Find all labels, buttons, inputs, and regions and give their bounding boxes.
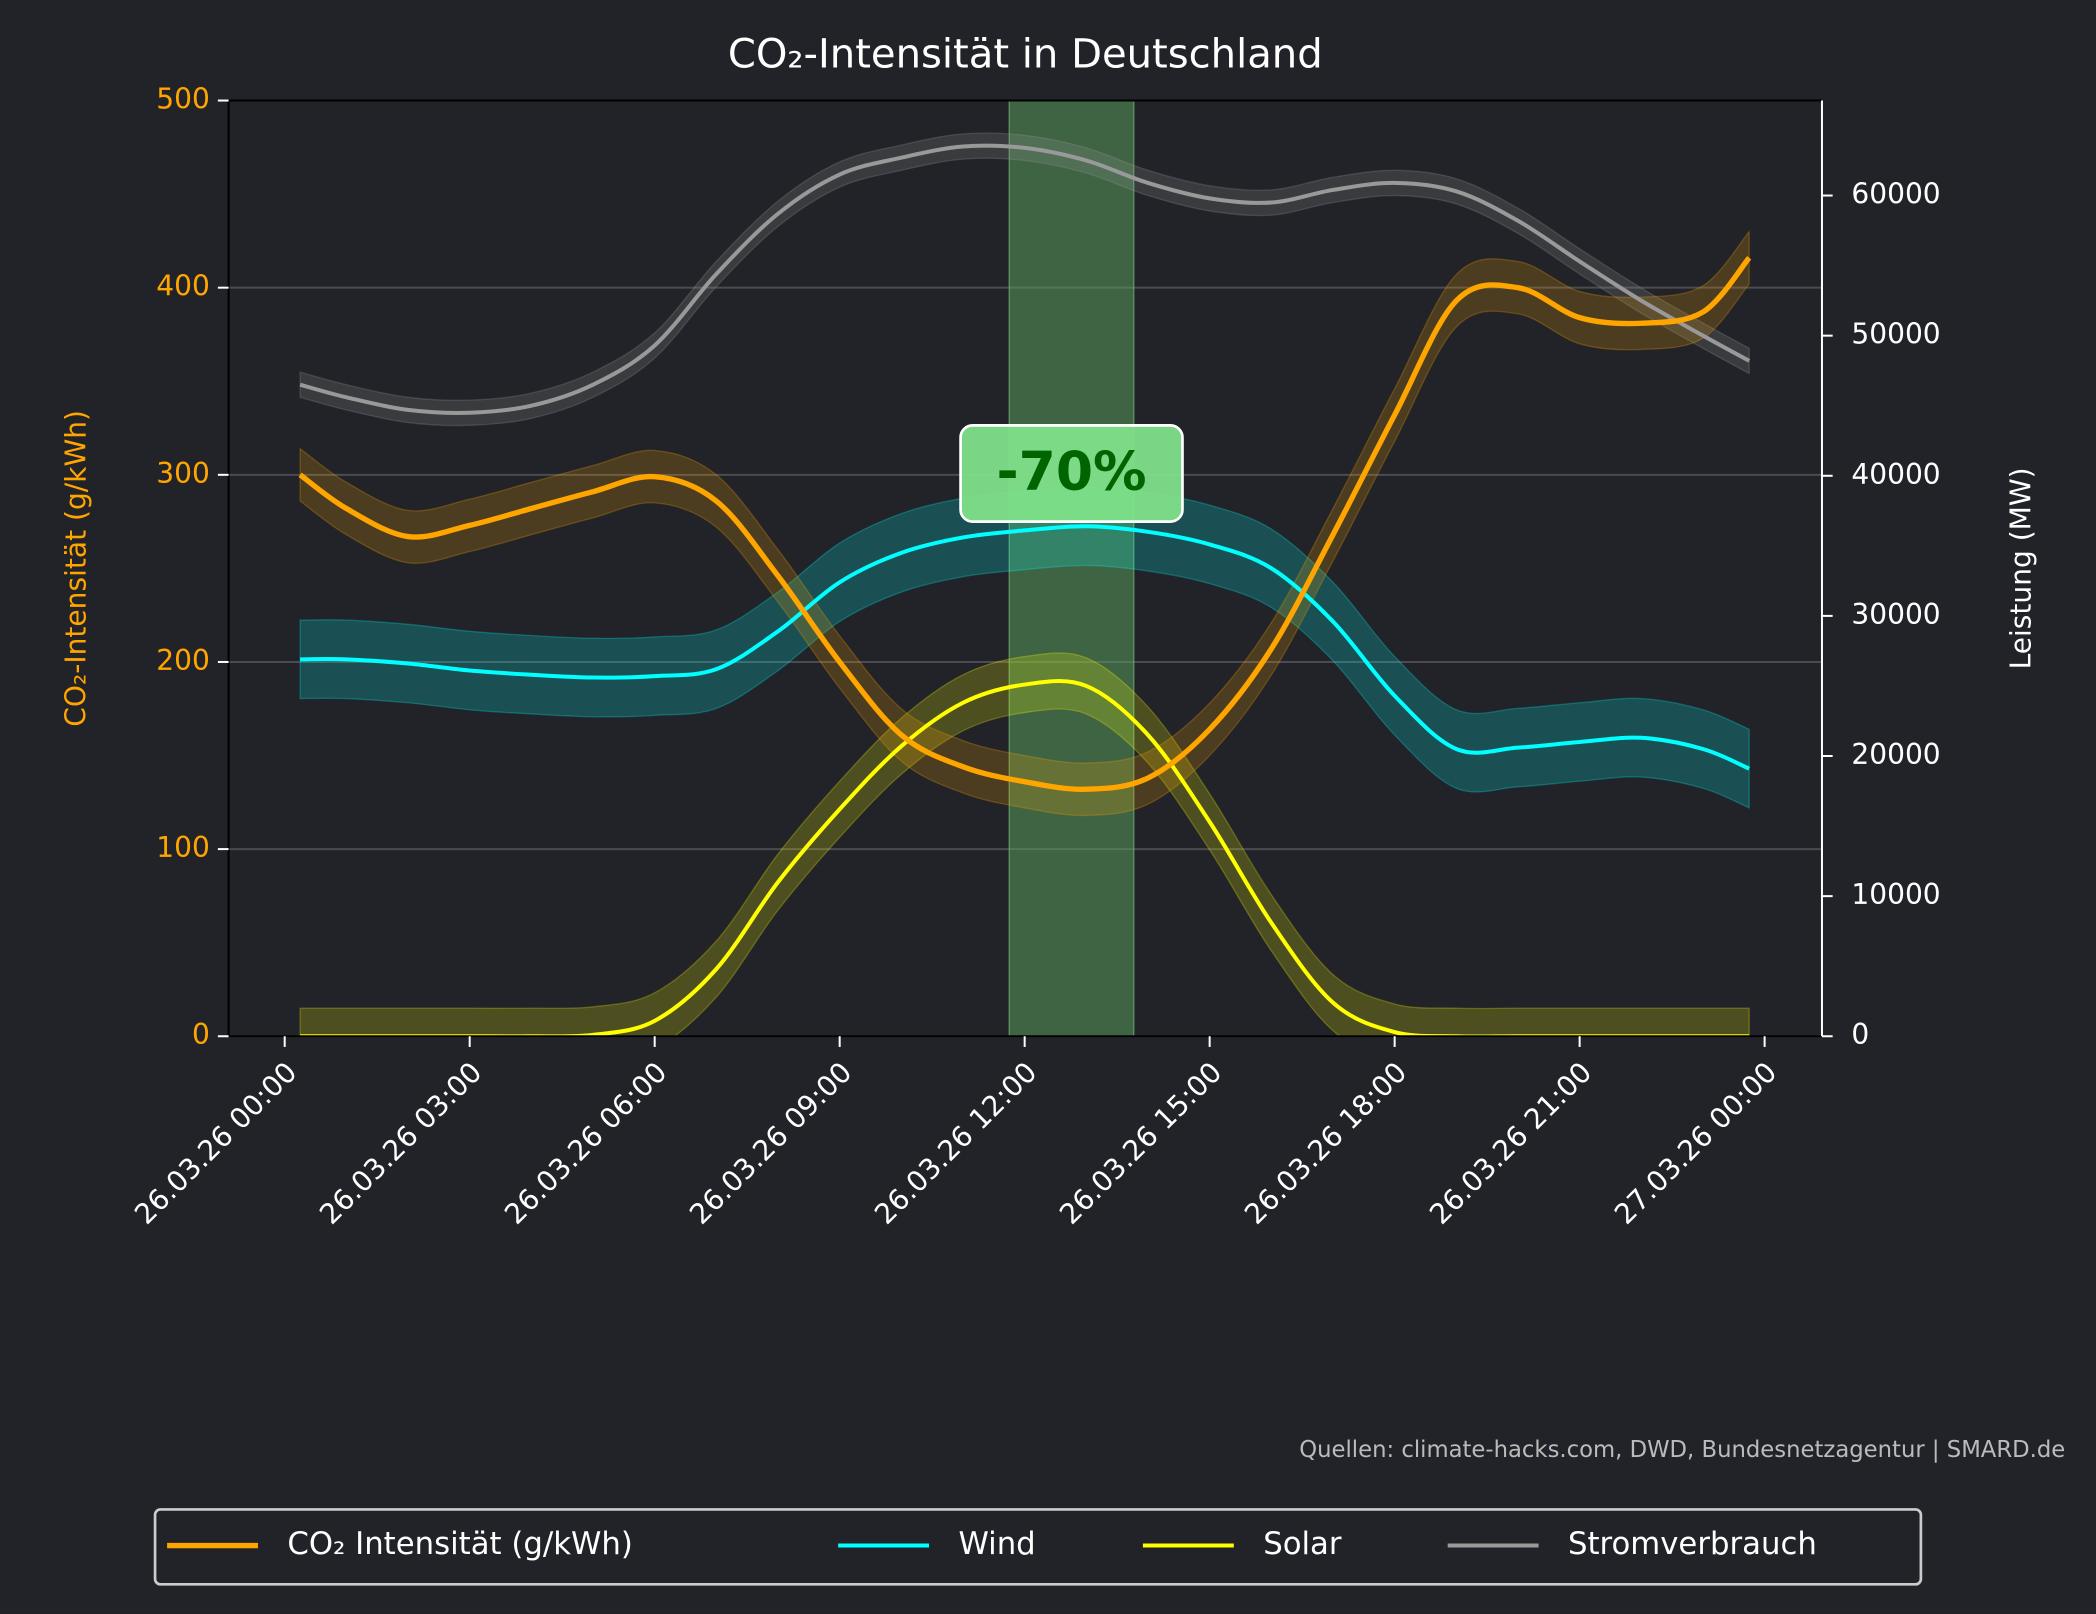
legend-label: Stromverbrauch	[1568, 1526, 1817, 1562]
uncertainty-band	[299, 652, 1750, 1037]
y-tick-label: 0	[192, 1018, 210, 1051]
series-line	[300, 679, 1750, 1037]
series-line	[299, 143, 1751, 415]
uncertainty-band	[299, 132, 1750, 427]
legend-label: CO₂ Intensität (g/kWh)	[287, 1526, 633, 1562]
annotation-box	[959, 424, 1184, 523]
y2-tick-label: 40000	[1851, 458, 1940, 491]
legend-label: Solar	[1263, 1526, 1342, 1562]
legend-box	[153, 1508, 1923, 1586]
y-tick-label: 400	[156, 270, 210, 303]
y2-tick-label: 50000	[1851, 318, 1940, 351]
y-tick-label: 500	[156, 83, 210, 116]
source-note: Quellen: climate-hacks.com, DWD, Bundesn…	[1299, 1437, 2065, 1463]
highlight-span	[1008, 99, 1135, 1037]
y2-tick-label: 30000	[1851, 598, 1940, 631]
series-line	[300, 524, 1751, 771]
chart-title: CO₂-Intensität in Deutschland	[728, 31, 1323, 77]
y-tick-label: 300	[156, 457, 210, 490]
plot-area	[298, 132, 1752, 1037]
y2-axis-label: Leistung (MW)	[2004, 467, 2037, 669]
annotation-text: -70%	[996, 439, 1146, 502]
y2-tick-label: 10000	[1851, 878, 1940, 911]
y2-tick-label: 60000	[1851, 178, 1940, 211]
legend-label: Wind	[958, 1526, 1035, 1562]
y2-tick-label: 0	[1851, 1018, 1869, 1051]
y-tick-label: 100	[156, 831, 210, 864]
y-axis-label: CO₂-Intensität (g/kWh)	[60, 410, 93, 727]
uncertainty-band	[299, 486, 1750, 809]
y2-tick-label: 20000	[1851, 738, 1940, 771]
y-tick-label: 200	[156, 644, 210, 677]
series-line	[298, 256, 1752, 792]
uncertainty-band	[299, 229, 1750, 817]
